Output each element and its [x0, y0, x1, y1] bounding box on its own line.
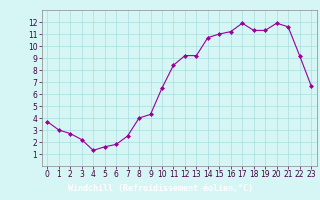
Text: Windchill (Refroidissement éolien,°C): Windchill (Refroidissement éolien,°C) [68, 184, 252, 194]
